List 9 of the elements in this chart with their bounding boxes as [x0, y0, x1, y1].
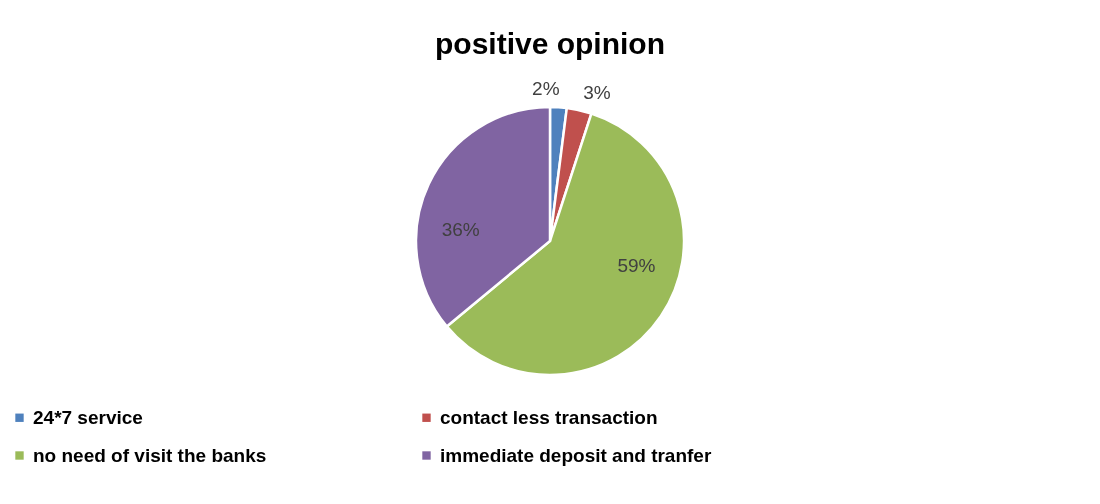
data-label: 2% [532, 78, 560, 100]
data-label: 36% [441, 218, 480, 240]
legend-label: 24*7 service [33, 406, 143, 428]
legend-label: contact less transaction [440, 406, 658, 428]
legend-label: immediate deposit and tranfer [440, 444, 712, 466]
chart-title: positive opinion [435, 27, 665, 61]
data-label: 59% [617, 255, 656, 277]
legend-label: no need of visit the banks [33, 444, 267, 466]
data-label: 3% [583, 81, 611, 103]
